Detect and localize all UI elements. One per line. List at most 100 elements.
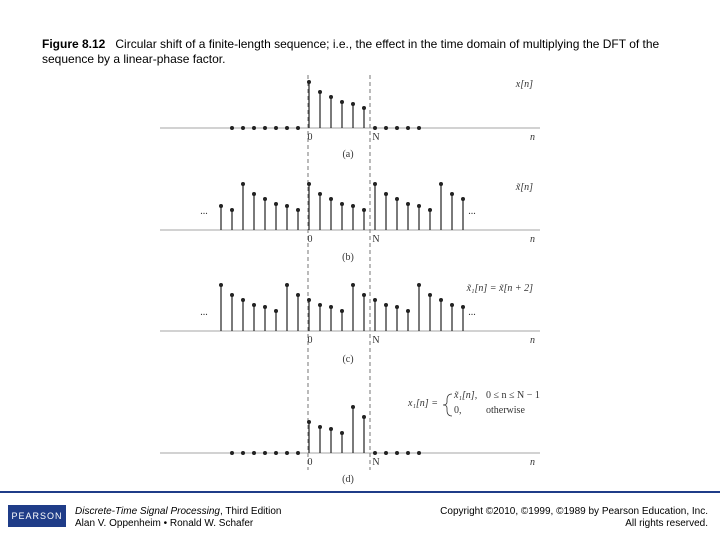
ellipsis: ... (468, 307, 476, 318)
book-title: Discrete-Time Signal Processing (75, 506, 220, 517)
stem-dot (263, 305, 267, 309)
brace (442, 393, 453, 417)
stem-dot (263, 126, 267, 130)
stem-dot (406, 309, 410, 313)
stem-dot (230, 451, 234, 455)
panel-label: x̃[n] (515, 182, 533, 193)
stem-dot (307, 298, 311, 302)
axis-origin: 0 (308, 234, 313, 245)
stem-dot (241, 298, 245, 302)
edition: , Third Edition (219, 506, 282, 517)
stem-dot (417, 283, 421, 287)
figure-caption: Figure 8.12 Circular shift of a finite-l… (42, 37, 682, 67)
stem-dot (318, 90, 322, 94)
stem-dot (373, 298, 377, 302)
axis-variable: n (530, 457, 535, 468)
authors: Alan V. Oppenheim • Ronald W. Schafer (75, 518, 254, 529)
stem-dot (395, 197, 399, 201)
stem-dot (230, 126, 234, 130)
panel-label: x[n] (515, 79, 533, 90)
stem-dot (307, 420, 311, 424)
logo: PEARSON (8, 505, 66, 527)
stem-dot (263, 451, 267, 455)
stem-dot (351, 283, 355, 287)
stem-dot (285, 451, 289, 455)
stem-dot (395, 126, 399, 130)
stem-dot (318, 425, 322, 429)
stem-dot (329, 427, 333, 431)
stem-dot (296, 208, 300, 212)
stem-dot (230, 293, 234, 297)
axis-variable: n (530, 132, 535, 143)
stem-dot (417, 126, 421, 130)
stem-dot (384, 451, 388, 455)
stem-dot (329, 197, 333, 201)
stem-dot (263, 197, 267, 201)
stem-dot (285, 126, 289, 130)
stem-dot (406, 451, 410, 455)
stem-dot (362, 106, 366, 110)
stem-dot (274, 309, 278, 313)
stem-dot (307, 80, 311, 84)
panel-caption: (c) (342, 354, 353, 365)
stem-dot (461, 305, 465, 309)
axis-origin: 0 (308, 335, 313, 346)
stem-dot (318, 303, 322, 307)
figure-label: Figure 8.12 (42, 37, 106, 51)
stem-dot (252, 192, 256, 196)
stem-dot (428, 293, 432, 297)
stem-dot (373, 182, 377, 186)
axis-origin: 0 (308, 132, 313, 143)
stem-dot (219, 283, 223, 287)
case-condition: otherwise (486, 405, 525, 416)
stem-dot (373, 126, 377, 130)
axis-period: N (372, 335, 379, 346)
stem-dot (406, 126, 410, 130)
stem-dot (340, 100, 344, 104)
stem-dot (351, 405, 355, 409)
case-value: x̃₁[n], (453, 390, 477, 401)
stem-dot (329, 305, 333, 309)
stem-dot (318, 192, 322, 196)
stem-dot (252, 451, 256, 455)
rights: All rights reserved. (625, 518, 708, 529)
stem-dot (439, 298, 443, 302)
panel-caption: (b) (342, 252, 354, 263)
stem-dot (439, 182, 443, 186)
panel-caption: (a) (342, 149, 353, 160)
case-condition: 0 ≤ n ≤ N − 1 (486, 390, 540, 401)
stem-dot (362, 415, 366, 419)
stem-dot (384, 126, 388, 130)
book-info: Discrete-Time Signal Processing, Third E… (75, 506, 281, 530)
stem-dot (307, 182, 311, 186)
ellipsis: ... (200, 206, 208, 217)
stem-dot (417, 451, 421, 455)
axis-period: N (372, 132, 379, 143)
copyright-info: Copyright ©2010, ©1999, ©1989 by Pearson… (440, 506, 708, 530)
stem-dot (230, 208, 234, 212)
stem-dot (252, 303, 256, 307)
ellipsis: ... (200, 307, 208, 318)
stem-dot (285, 204, 289, 208)
case-value: 0, (454, 405, 462, 416)
stem-dot (450, 303, 454, 307)
axis-period: N (372, 234, 379, 245)
stem-dot (351, 204, 355, 208)
panel-caption: (d) (342, 474, 354, 485)
axis-period: N (372, 457, 379, 468)
caption-text: Circular shift of a finite-length sequen… (42, 37, 660, 66)
stem-dot (241, 451, 245, 455)
axis-origin: 0 (308, 457, 313, 468)
stem-dot (362, 208, 366, 212)
stem-dot (384, 303, 388, 307)
stem-dot (274, 451, 278, 455)
stem-dot (241, 126, 245, 130)
stem-dot (395, 451, 399, 455)
copyright: Copyright ©2010, ©1999, ©1989 by Pearson… (440, 506, 708, 517)
stem-dot (285, 283, 289, 287)
stem-dot (351, 102, 355, 106)
axis-variable: n (530, 234, 535, 245)
footer-rule (0, 491, 720, 493)
panel-label: x₁[n] = (407, 398, 438, 409)
